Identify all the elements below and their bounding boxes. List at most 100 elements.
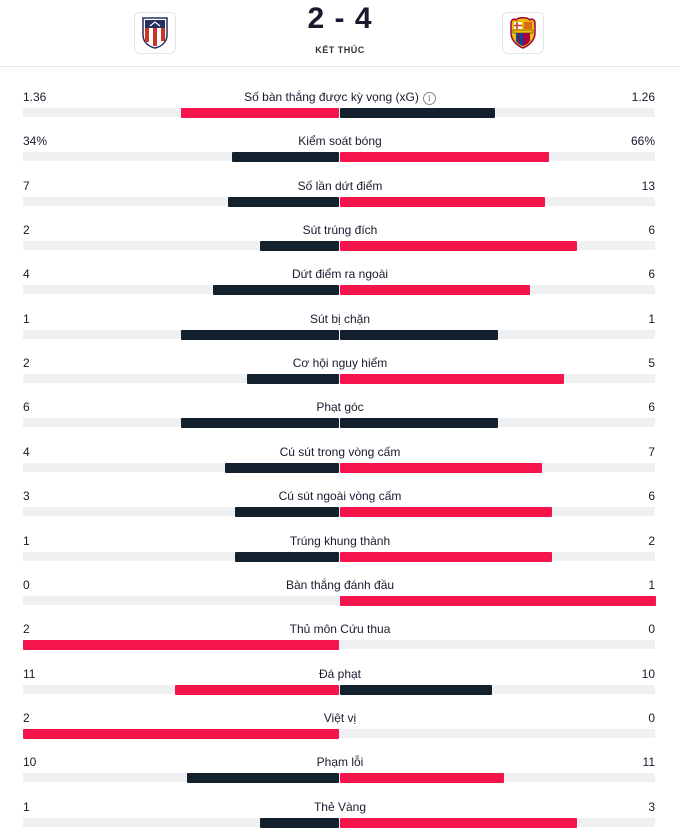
stat-label-text: Việt vị <box>323 710 357 725</box>
home-bar <box>175 684 339 695</box>
stat-label-text: Thẻ Vàng <box>313 799 367 814</box>
stat-label-text: Sút trúng đích <box>302 223 378 238</box>
stat-label: Cú sút ngoài vòng cấm <box>0 489 680 503</box>
home-value: 1 <box>23 311 30 326</box>
stat-label: Thẻ Vàng <box>0 800 680 814</box>
home-bar <box>228 196 339 207</box>
away-bar <box>340 684 492 695</box>
stat-bar-track <box>23 462 655 472</box>
stat-row: 1 Thẻ Vàng 3 <box>0 788 680 832</box>
home-bar <box>225 462 339 473</box>
away-value: 1 <box>648 311 655 326</box>
home-value: 1.36 <box>23 90 47 104</box>
stat-row: 0 Bàn thắng đánh đầu 1 <box>0 566 680 610</box>
home-bar <box>187 773 339 784</box>
stat-label: Việt vị <box>0 711 680 725</box>
atletico-madrid-crest-icon <box>142 17 168 49</box>
stat-row: 6 Phạt góc 6 <box>0 388 680 432</box>
home-bar <box>181 108 339 118</box>
home-value: 2 <box>23 710 30 725</box>
away-bar <box>340 152 549 163</box>
home-bar <box>247 374 339 385</box>
stat-row: 1 Trúng khung thành 2 <box>0 522 680 566</box>
match-score: 2 - 4 <box>307 2 373 35</box>
away-bar <box>340 329 498 340</box>
away-value: 6 <box>648 400 655 415</box>
stat-label-text: Kiểm soát bóng <box>298 134 382 149</box>
stat-bar-track <box>23 551 655 561</box>
stat-label-text: Thủ môn Cứu thua <box>289 622 391 637</box>
match-header: 2 - 4 KẾT THÚC <box>0 0 680 67</box>
stat-label: Sút trúng đích <box>0 223 680 237</box>
stat-row: 3 Cú sút ngoài vòng cấm 6 <box>0 477 680 521</box>
home-bar <box>23 728 339 739</box>
home-bar <box>235 507 339 518</box>
stat-label: Số lần dứt điểm <box>0 179 680 193</box>
home-bar <box>213 285 339 296</box>
away-value: 1.26 <box>631 90 655 104</box>
stat-label: Phạt góc <box>0 400 680 414</box>
away-team-crest[interactable] <box>502 12 544 54</box>
stat-bar-track <box>23 241 655 251</box>
away-bar <box>340 241 577 252</box>
home-value: 2 <box>23 223 30 238</box>
stat-label-text: Cú sút trong vòng cấm <box>279 444 401 459</box>
home-value: 6 <box>23 400 30 415</box>
away-bar <box>340 817 577 828</box>
stat-row: 34% Kiểm soát bóng 66% <box>0 122 680 166</box>
away-value: 66% <box>630 134 655 149</box>
away-bar <box>340 551 552 562</box>
stat-label-text: Sút bị chặn <box>309 311 371 326</box>
stat-bar-track <box>23 773 655 783</box>
match-status: KẾT THÚC <box>315 45 365 55</box>
away-value: 11 <box>642 755 655 770</box>
away-value: 3 <box>648 799 655 814</box>
home-value: 10 <box>23 755 37 770</box>
home-value: 11 <box>23 666 36 681</box>
stat-label-text: Cú sút ngoài vòng cấm <box>278 489 402 504</box>
stat-bar-track <box>23 507 655 517</box>
stat-bar-track <box>23 640 655 650</box>
stat-label-text: Phạt góc <box>316 400 364 415</box>
home-value: 7 <box>23 178 30 193</box>
stat-row: 1.36 Số bàn thắng được kỳ vọng (xG) i 1.26 <box>0 78 680 122</box>
stat-label: Bàn thắng đánh đầu <box>0 578 680 592</box>
stat-bar-track <box>23 728 655 738</box>
stat-row: 2 Sút trúng đích 6 <box>0 211 680 255</box>
stat-label: Cơ hội nguy hiểm <box>0 356 680 370</box>
home-bar <box>181 329 339 340</box>
away-value: 0 <box>648 622 655 637</box>
stat-bar-track <box>23 595 655 605</box>
stat-bar-track <box>23 374 655 384</box>
home-value: 1 <box>23 799 30 814</box>
stat-label-text: Đá phạt <box>318 666 362 681</box>
stat-bar-track <box>23 196 655 206</box>
away-bar <box>340 196 545 207</box>
home-bar <box>260 241 339 252</box>
home-bar <box>232 152 339 163</box>
stat-row: 11 Đá phạt 10 <box>0 655 680 699</box>
away-bar <box>340 418 498 429</box>
away-bar <box>340 507 552 518</box>
home-team-crest[interactable] <box>134 12 176 54</box>
stat-bar-track <box>23 684 655 694</box>
home-value: 3 <box>23 489 30 504</box>
home-value: 2 <box>23 622 30 637</box>
stat-label: Đá phạt <box>0 667 680 681</box>
home-value: 1 <box>23 533 30 548</box>
stat-label-text: Dứt điểm ra ngoài <box>291 267 389 282</box>
stat-label-text: Phạm lỗi <box>316 755 364 770</box>
home-value: 2 <box>23 356 30 371</box>
stat-row: 2 Việt vị 0 <box>0 699 680 743</box>
home-bar <box>181 418 339 429</box>
stat-label-text: Số lần dứt điểm <box>297 178 383 193</box>
info-icon[interactable]: i <box>422 92 436 105</box>
away-value: 6 <box>648 267 655 282</box>
fc-barcelona-crest-icon <box>510 17 536 49</box>
stat-label: Trúng khung thành <box>0 534 680 548</box>
stat-bar-track <box>23 418 655 428</box>
home-bar <box>235 551 339 562</box>
home-value: 4 <box>23 267 30 282</box>
stat-label: Phạm lỗi <box>0 755 680 769</box>
stat-label: Kiểm soát bóng <box>0 134 680 148</box>
